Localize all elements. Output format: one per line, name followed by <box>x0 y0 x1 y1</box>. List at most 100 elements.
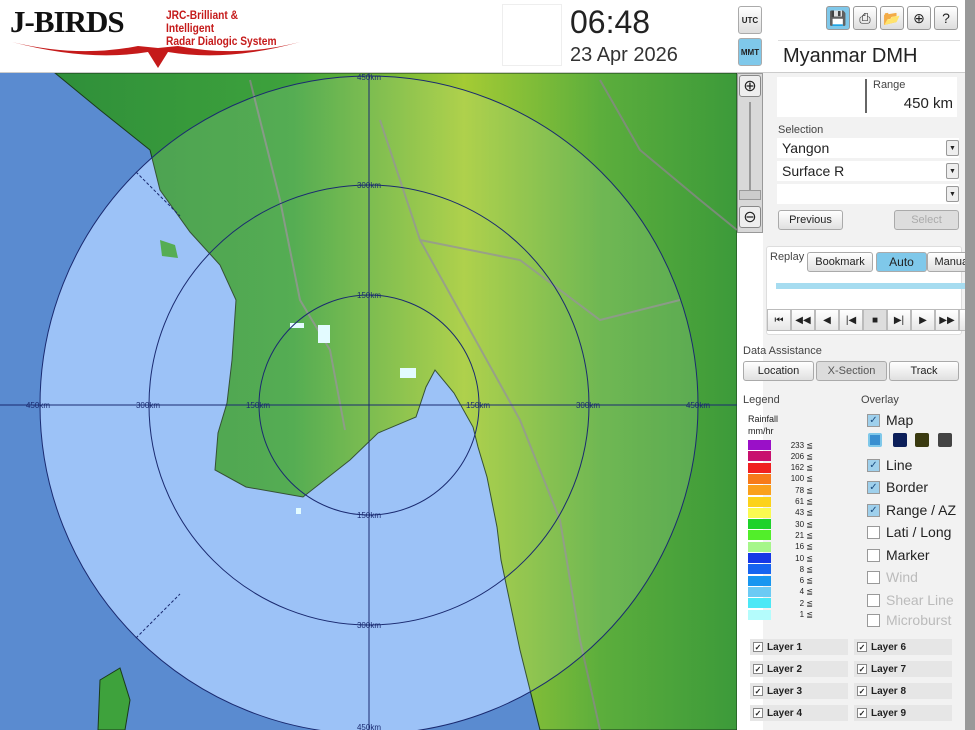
overlay-marker[interactable]: Marker <box>867 545 930 565</box>
map-style-1[interactable] <box>868 433 882 447</box>
map-style-4[interactable] <box>938 433 952 447</box>
checkbox[interactable]: ✓ <box>753 686 763 696</box>
manual-button[interactable]: Manual <box>927 252 975 272</box>
logo-sub1: JRC-Brilliant & Intelligent <box>166 8 238 35</box>
layer-toggle[interactable]: ✓ Layer 4 <box>750 705 848 721</box>
control-panel: Range 450 km Selection Yangon ▼ Surface R… <box>743 73 975 730</box>
save-icon[interactable]: 💾 <box>826 6 850 30</box>
zoom-out-icon[interactable]: ⊖ <box>739 206 761 228</box>
stop-icon[interactable]: ■ <box>863 309 887 331</box>
checkbox[interactable]: ✓ <box>867 480 880 494</box>
checkbox[interactable]: ✓ <box>867 413 880 427</box>
fast-rewind-icon[interactable]: ◀◀ <box>791 309 815 331</box>
play-icon[interactable]: ▶ <box>911 309 935 331</box>
layer-toggle[interactable]: ✓ Layer 8 <box>854 683 952 699</box>
radar-map[interactable]: 150km 300km 450km 150km 300km 450km 150k… <box>0 73 737 730</box>
clock-date: 23 Apr 2026 <box>570 44 678 66</box>
product-select[interactable]: Surface R ▼ <box>777 161 959 181</box>
zoom-slider[interactable]: ⊕ ⊖ <box>737 73 763 233</box>
ring-label: 150km <box>466 401 490 410</box>
previous-button[interactable]: Previous <box>778 210 843 230</box>
add-window-icon[interactable]: ⊕ <box>907 6 931 30</box>
legend-value: 100 ≦ <box>790 474 813 484</box>
chevron-down-icon[interactable]: ▼ <box>946 140 959 156</box>
xsection-button[interactable]: X-Section <box>816 361 887 381</box>
checkbox[interactable]: ✓ <box>857 686 867 696</box>
overlay-label: Line <box>886 457 913 473</box>
ring-label: 450km <box>26 401 50 410</box>
checkbox[interactable]: ✓ <box>867 458 880 472</box>
checkbox[interactable]: ✓ <box>753 642 763 652</box>
map-style-3[interactable] <box>915 433 929 447</box>
logo-sub2: Radar Dialogic System <box>166 34 277 48</box>
fast-forward-icon[interactable]: ▶▶ <box>935 309 959 331</box>
auto-button[interactable]: Auto <box>876 252 927 272</box>
ring-label: 150km <box>357 511 381 520</box>
layer-label: Layer 3 <box>767 685 803 697</box>
overlay-shear-line: Shear Line <box>867 590 954 610</box>
legend-value: 10 ≦ <box>795 553 813 563</box>
layer-label: Layer 8 <box>871 685 907 697</box>
third-select[interactable]: ▼ <box>777 184 959 204</box>
overlay-line[interactable]: ✓ Line <box>867 455 912 475</box>
first-icon[interactable]: ⏮ <box>767 309 791 331</box>
step-back-icon[interactable]: ◀ <box>815 309 839 331</box>
layer-toggle[interactable]: ✓ Layer 2 <box>750 661 848 677</box>
legend-value: 21 ≦ <box>795 530 813 540</box>
checkbox[interactable]: ✓ <box>753 708 763 718</box>
track-button[interactable]: Track <box>889 361 959 381</box>
overlay-range-az[interactable]: ✓ Range / AZ <box>867 500 956 520</box>
overlay-label: Shear Line <box>886 592 954 608</box>
checkbox[interactable]: ✓ <box>857 664 867 674</box>
range-rings <box>0 73 737 730</box>
overlay-map[interactable]: ✓ Map <box>867 410 913 430</box>
layer-toggle[interactable]: ✓ Layer 7 <box>854 661 952 677</box>
replay-label: Replay <box>770 251 805 263</box>
overlay-lati-long[interactable]: Lati / Long <box>867 522 951 542</box>
site-value: Yangon <box>782 140 830 156</box>
chevron-down-icon[interactable]: ▼ <box>946 163 959 179</box>
legend-swatch <box>748 530 771 541</box>
checkbox[interactable] <box>867 548 880 562</box>
checkbox[interactable]: ✓ <box>753 664 763 674</box>
legend-swatch <box>748 598 771 609</box>
zoom-in-icon[interactable]: ⊕ <box>739 75 761 97</box>
chevron-down-icon[interactable]: ▼ <box>946 186 959 202</box>
prev-frame-icon[interactable]: |◀ <box>839 309 863 331</box>
product-value: Surface R <box>782 163 845 179</box>
utc-button[interactable]: UTC <box>738 6 762 34</box>
checkbox[interactable] <box>867 525 880 539</box>
checkbox[interactable]: ✓ <box>867 503 880 517</box>
replay-slider[interactable] <box>776 283 975 289</box>
checkbox[interactable]: ✓ <box>857 708 867 718</box>
select-button[interactable]: Select <box>894 210 959 230</box>
panel-scrollbar[interactable] <box>965 0 975 730</box>
layer-toggle[interactable]: ✓ Layer 3 <box>750 683 848 699</box>
help-icon[interactable]: ? <box>934 6 958 30</box>
location-button[interactable]: Location <box>743 361 814 381</box>
legend-item: 206 ≦ <box>748 451 813 462</box>
bookmark-button[interactable]: Bookmark <box>807 252 873 272</box>
ring-label: 300km <box>357 181 381 190</box>
overlay-border[interactable]: ✓ Border <box>867 477 928 497</box>
folder-open-icon[interactable]: 📂 <box>880 6 904 30</box>
map-style-2[interactable] <box>893 433 907 447</box>
zoom-handle[interactable] <box>739 190 761 200</box>
next-frame-icon[interactable]: ▶| <box>887 309 911 331</box>
site-select[interactable]: Yangon ▼ <box>777 138 959 158</box>
mmt-button[interactable]: MMT <box>738 38 762 66</box>
checkbox[interactable]: ✓ <box>857 642 867 652</box>
print-icon[interactable]: ⎙ <box>853 6 877 30</box>
legend-label: Legend <box>743 394 780 406</box>
layer-toggle[interactable]: ✓ Layer 1 <box>750 639 848 655</box>
j-birds-logo: J-BIRDS JRC-Brilliant & Intelligent Radar… <box>8 4 308 70</box>
replay-panel: Replay Bookmark Auto Manual ⏮ ◀◀ ◀ |◀ ■ … <box>766 246 975 335</box>
overlay-label: Marker <box>886 547 930 563</box>
legend-value: 1 ≦ <box>799 610 813 619</box>
legend-value: 16 ≦ <box>795 542 813 552</box>
layer-toggle[interactable]: ✓ Layer 6 <box>854 639 952 655</box>
rain-echoes <box>290 323 416 514</box>
legend-value: 8 ≦ <box>799 564 813 574</box>
blank-panel <box>502 4 562 66</box>
layer-toggle[interactable]: ✓ Layer 9 <box>854 705 952 721</box>
